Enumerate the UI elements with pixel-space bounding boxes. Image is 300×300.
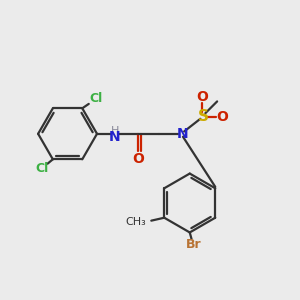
Text: Cl: Cl	[89, 92, 102, 105]
Text: S: S	[198, 109, 209, 124]
Text: Cl: Cl	[35, 162, 48, 175]
Text: CH₃: CH₃	[125, 217, 146, 227]
Text: O: O	[132, 152, 144, 166]
Text: N: N	[109, 130, 121, 144]
Text: O: O	[196, 90, 208, 104]
Text: Br: Br	[185, 238, 201, 251]
Text: O: O	[217, 110, 228, 124]
Text: H: H	[110, 126, 119, 136]
Text: N: N	[177, 127, 188, 141]
